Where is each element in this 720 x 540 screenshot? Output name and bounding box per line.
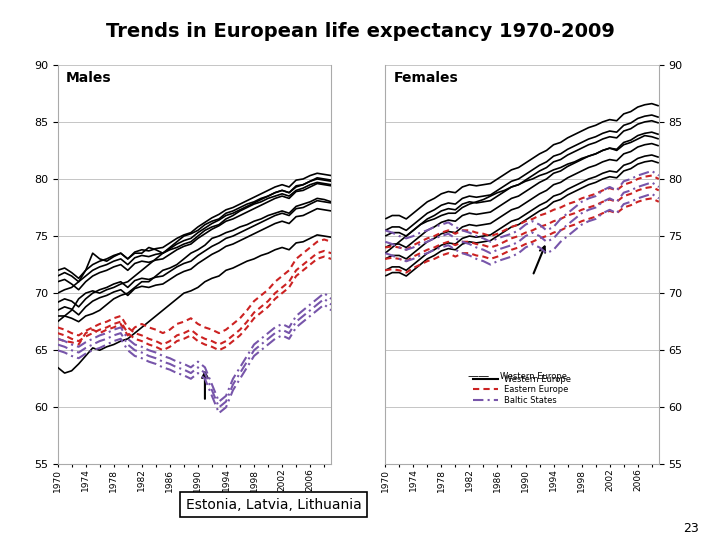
Text: Females: Females bbox=[393, 71, 458, 85]
Text: 23: 23 bbox=[683, 522, 698, 535]
Text: Males: Males bbox=[66, 71, 112, 85]
Legend: Western Europe, Eastern Europe, Baltic States: Western Europe, Eastern Europe, Baltic S… bbox=[469, 372, 575, 408]
Text: ——: —— bbox=[467, 372, 490, 381]
Text: Estonia, Latvia, Lithuania: Estonia, Latvia, Lithuania bbox=[186, 498, 361, 512]
Text: Trends in European life expectancy 1970-2009: Trends in European life expectancy 1970-… bbox=[106, 22, 614, 40]
Text: Western Europe: Western Europe bbox=[500, 372, 567, 381]
